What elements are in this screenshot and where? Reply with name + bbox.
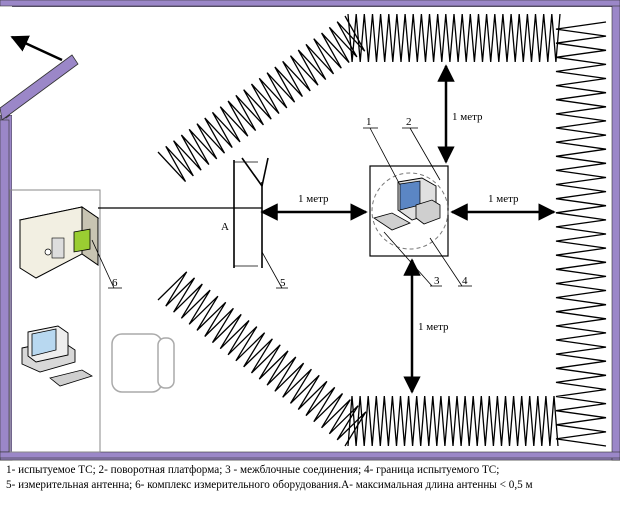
eut-boundary (371, 172, 449, 250)
label-3: 3 (434, 275, 440, 287)
distance-antenna-eut: 1 метр (298, 193, 329, 205)
wall-left-lower (0, 119, 10, 453)
door-panel-front (0, 54, 79, 121)
wall-top-strip (0, 0, 620, 7)
control-computer (21, 325, 93, 387)
distance-eut-right: 1 метр (488, 193, 519, 205)
wall-right-strip (611, 0, 620, 461)
chair-icon (111, 333, 175, 393)
caption-line-1: 1- испытуемое ТС; 2- поворотная платформ… (6, 464, 500, 476)
equipment-under-test (373, 177, 441, 231)
label-1: 1 (366, 116, 372, 128)
label-6: 6 (112, 277, 118, 289)
label-4: 4 (462, 275, 468, 287)
wall-left-upper (0, 0, 12, 115)
door-swing-arrow (10, 35, 63, 62)
label-a: A (221, 221, 229, 233)
distance-eut-bottom: 1 метр (418, 321, 449, 333)
measurement-instrument (18, 206, 100, 279)
label-5: 5 (280, 277, 286, 289)
absorber-lower-diagonal (157, 271, 367, 447)
absorber-wedges (157, 13, 607, 447)
absorber-right (555, 21, 607, 447)
absorber-upper-diagonal (157, 15, 366, 183)
caption-line-2: 5- измерительная антенна; 6- комплекс из… (6, 479, 533, 491)
absorber-bottom (347, 395, 559, 447)
label-leaders (91, 127, 472, 289)
wall-bottom-strip (0, 451, 620, 459)
label-2: 2 (406, 116, 412, 128)
equipment-area (9, 189, 101, 453)
measuring-antenna (233, 157, 269, 268)
absorber-top (347, 13, 561, 63)
distance-eut-top: 1 метр (452, 111, 483, 123)
